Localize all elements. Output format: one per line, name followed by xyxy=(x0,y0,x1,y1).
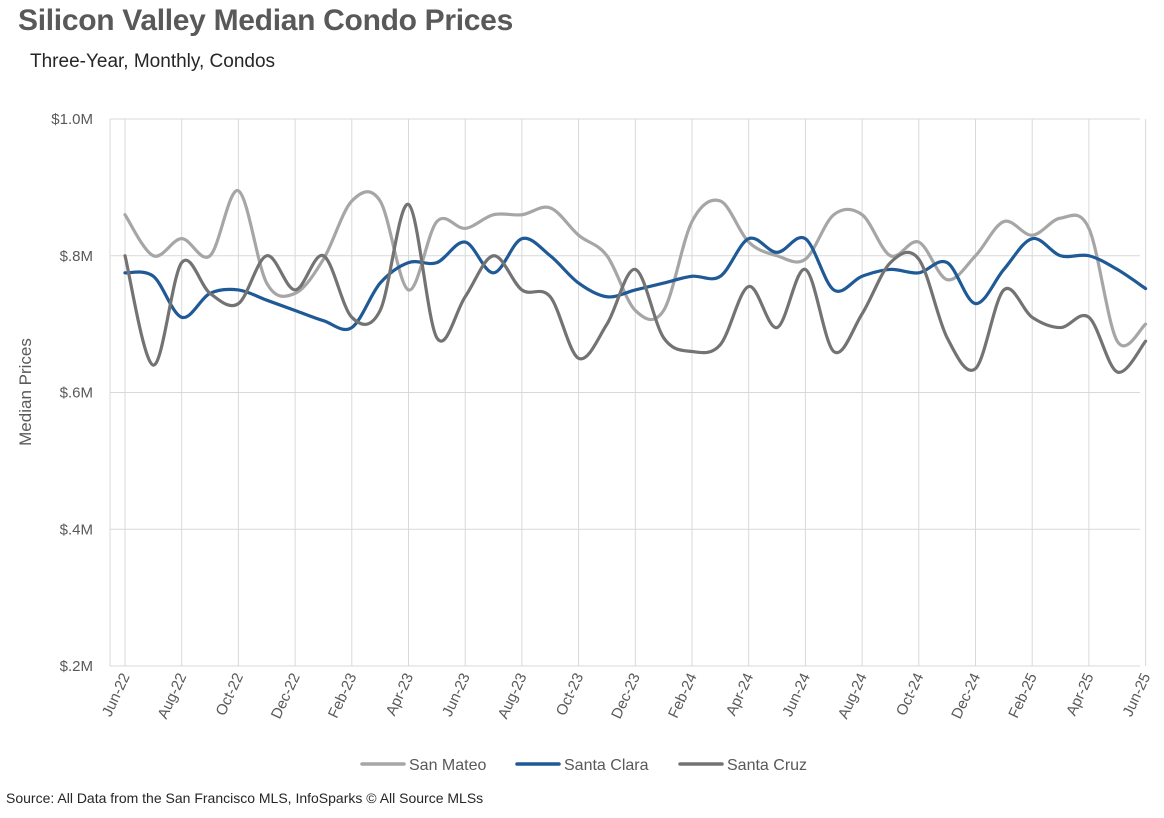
legend-label: San Mateo xyxy=(409,757,486,774)
chart-subtitle: Three-Year, Monthly, Condos xyxy=(30,51,276,72)
legend-label: Santa Cruz xyxy=(727,757,807,774)
x-tick-label: Oct-24 xyxy=(893,671,927,719)
y-tick-label: $.8M xyxy=(60,248,93,265)
x-tick-label: Apr-23 xyxy=(383,671,417,719)
x-tick-label: Aug-22 xyxy=(154,671,190,722)
x-tick-label: Dec-22 xyxy=(268,671,304,722)
x-axis-ticks: Jun-22 Aug-22 Oct-22 Dec-22 Feb-23 Apr-23 Jun-… xyxy=(99,671,1154,722)
x-tick-label: Feb-24 xyxy=(665,671,700,721)
y-tick-label: $1.0M xyxy=(51,111,93,128)
x-tick-label: Feb-25 xyxy=(1005,671,1040,721)
x-tick-label: Dec-24 xyxy=(948,671,984,722)
y-tick-label: $.4M xyxy=(60,521,93,538)
x-tick-label: Dec-23 xyxy=(608,671,644,722)
grid-layer xyxy=(109,118,1147,667)
source-note: Source: All Data from the San Francisco … xyxy=(6,790,484,806)
legend: San Mateo Santa Clara Santa Cruz xyxy=(360,757,807,774)
x-tick-label: Aug-24 xyxy=(835,671,871,722)
x-tick-label: Jun-23 xyxy=(439,671,474,720)
x-tick-label: Jun-22 xyxy=(99,671,134,720)
legend-label: Santa Clara xyxy=(564,757,649,774)
x-tick-label: Apr-25 xyxy=(1063,671,1097,719)
x-tick-label: Jun-25 xyxy=(1119,671,1154,720)
x-tick-label: Feb-23 xyxy=(325,671,360,721)
chart-title: Silicon Valley Median Condo Prices xyxy=(18,4,513,37)
y-tick-label: $.6M xyxy=(60,385,93,402)
y-axis-title: Median Prices xyxy=(16,338,35,446)
x-tick-label: Oct-22 xyxy=(213,671,247,719)
x-tick-label: Jun-24 xyxy=(779,671,814,720)
series-line-san-mateo xyxy=(123,189,1148,348)
series-line-santa-clara xyxy=(123,235,1148,332)
series-layer xyxy=(123,189,1148,374)
x-tick-label: Oct-23 xyxy=(553,671,587,719)
y-axis-ticks: $.2M $.4M $.6M $.8M $1.0M xyxy=(51,111,93,675)
series-line-santa-cruz xyxy=(123,202,1148,374)
x-tick-label: Apr-24 xyxy=(723,671,757,719)
x-tick-label: Aug-23 xyxy=(495,671,531,722)
y-tick-label: $.2M xyxy=(60,658,93,675)
